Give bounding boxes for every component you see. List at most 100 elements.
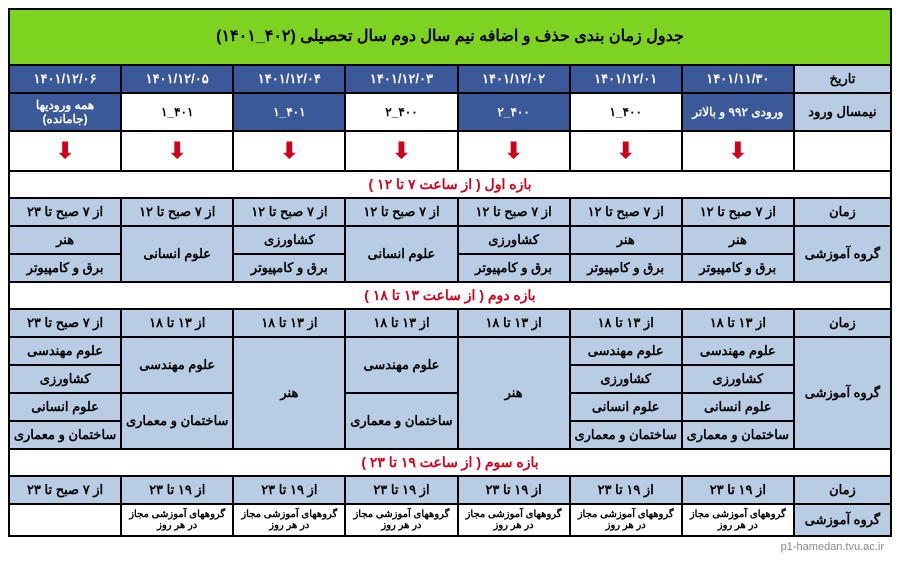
s2g31: ساختمان و معماری [570, 421, 682, 449]
s1-time-3: از ۷ صبح تا ۱۲ [345, 198, 457, 226]
sem-5: ۴۰۱_۱ [121, 93, 233, 131]
s1-time-2: از ۷ صبح تا ۱۲ [458, 198, 570, 226]
sem-3: ۴۰۰_۲ [345, 93, 457, 131]
section-2-group-row-2: علوم انسانی علوم انسانی ساختمان و معماری… [9, 393, 891, 421]
arrow-6: ⬇ [9, 131, 121, 171]
s3g06 [9, 504, 121, 536]
s2g10: کشاورزی [682, 365, 794, 393]
s1g10: برق و کامپیوتر [682, 254, 794, 282]
down-arrow-icon: ⬇ [392, 138, 410, 163]
arrow-1: ⬇ [570, 131, 682, 171]
down-arrow-icon: ⬇ [280, 138, 298, 163]
group-label-2: گروه آموزشی [794, 337, 891, 449]
watermark: p1-hamedan.tvu.ac.ir [773, 537, 892, 557]
section-1-title: بازه اول ( از ساعت ۷ تا ۱۲ ) [9, 171, 891, 198]
section-2-title: بازه دوم ( از ساعت ۱۳ تا ۱۸ ) [9, 282, 891, 309]
s3g05: گروههای آموزشی مجاز در هر روز [121, 504, 233, 536]
section-1-group-row-0: گروه آموزشی هنر هنر کشاورزی علوم انسانی … [9, 226, 891, 254]
down-arrow-icon: ⬇ [168, 138, 186, 163]
schedule-table: جدول زمان بندی حذف و اضافه نیم سال دوم س… [8, 8, 892, 537]
arrow-5: ⬇ [121, 131, 233, 171]
s1g14: برق و کامپیوتر [233, 254, 345, 282]
time-label-2: زمان [794, 309, 891, 337]
s2g00: علوم مهندسی [682, 337, 794, 365]
s3-time-4: از ۱۹ تا ۲۳ [233, 476, 345, 504]
sem-1: ۴۰۰_۱ [570, 93, 682, 131]
down-arrow-icon: ⬇ [56, 138, 74, 163]
s1-time-0: از ۷ صبح تا ۱۲ [682, 198, 794, 226]
s2g21: علوم انسانی [570, 393, 682, 421]
title-row: جدول زمان بندی حذف و اضافه نیم سال دوم س… [9, 9, 891, 65]
title-cell: جدول زمان بندی حذف و اضافه نیم سال دوم س… [9, 9, 891, 65]
s2g25: ساختمان و معماری [121, 393, 233, 449]
s2-time-2: از ۱۳ تا ۱۸ [458, 309, 570, 337]
s2-time-3: از ۱۳ تا ۱۸ [345, 309, 457, 337]
group-label: گروه آموزشی [794, 226, 891, 282]
s2-time-6: از ۷ صبح تا ۲۳ [9, 309, 121, 337]
sem-0: ورودی ۹۹۲ و بالاتر [682, 93, 794, 131]
date-2: ۱۴۰۱/۱۲/۰۲ [458, 65, 570, 93]
s1g06: هنر [9, 226, 121, 254]
arrow-2: ⬇ [458, 131, 570, 171]
group-label-3: گروه آموزشی [794, 504, 891, 536]
arrow-spacer [794, 131, 891, 171]
s1-time-4: از ۷ صبح تا ۱۲ [233, 198, 345, 226]
s3g00: گروههای آموزشی مجاز در هر روز [682, 504, 794, 536]
section-3-title: بازه سوم ( از ساعت ۱۹ تا ۲۳ ) [9, 449, 891, 476]
s1g04: کشاورزی [233, 226, 345, 254]
s2g30: ساختمان و معماری [682, 421, 794, 449]
section-2-title-row: بازه دوم ( از ساعت ۱۳ تا ۱۸ ) [9, 282, 891, 309]
section-2-time-row: زمان از ۱۳ تا ۱۸ از ۱۳ تا ۱۸ از ۱۳ تا ۱۸… [9, 309, 891, 337]
s2g20: علوم انسانی [682, 393, 794, 421]
s2g26: علوم انسانی [9, 393, 121, 421]
s1-time-6: از ۷ صبح تا ۲۳ [9, 198, 121, 226]
s2g11: کشاورزی [570, 365, 682, 393]
time-label: زمان [794, 198, 891, 226]
sem-label: نیمسال ورود [794, 93, 891, 131]
section-1-time-row: زمان از ۷ صبح تا ۱۲ از ۷ صبح تا ۱۲ از ۷ … [9, 198, 891, 226]
down-arrow-icon: ⬇ [616, 138, 634, 163]
date-5: ۱۴۰۱/۱۲/۰۵ [121, 65, 233, 93]
s2-time-4: از ۱۳ تا ۱۸ [233, 309, 345, 337]
s3-time-2: از ۱۹ تا ۲۳ [458, 476, 570, 504]
s3g04: گروههای آموزشی مجاز در هر روز [233, 504, 345, 536]
s1g05: علوم انسانی [121, 226, 233, 282]
s2g05: علوم مهندسی [121, 337, 233, 393]
arrow-3: ⬇ [345, 131, 457, 171]
s2-time-5: از ۱۳ تا ۱۸ [121, 309, 233, 337]
s2-time-1: از ۱۳ تا ۱۸ [570, 309, 682, 337]
s1g02: کشاورزی [458, 226, 570, 254]
date-3: ۱۴۰۱/۱۲/۰۳ [345, 65, 457, 93]
s2g04: هنر [233, 337, 345, 449]
s2-time-0: از ۱۳ تا ۱۸ [682, 309, 794, 337]
s2g06: علوم مهندسی [9, 337, 121, 365]
arrow-0: ⬇ [682, 131, 794, 171]
s2g03: علوم مهندسی [345, 337, 457, 393]
s2g16: کشاورزی [9, 365, 121, 393]
s3g02: گروههای آموزشی مجاز در هر روز [458, 504, 570, 536]
s1g03: علوم انسانی [345, 226, 457, 282]
section-3-group-row-0: گروه آموزشی گروههای آموزشی مجاز در هر رو… [9, 504, 891, 536]
section-3-title-row: بازه سوم ( از ساعت ۱۹ تا ۲۳ ) [9, 449, 891, 476]
semester-row: نیمسال ورود ورودی ۹۹۲ و بالاتر ۴۰۰_۱ ۴۰۰… [9, 93, 891, 131]
sem-2: ۴۰۰_۲ [458, 93, 570, 131]
s3-time-6: از ۷ صبح تا ۲۳ [9, 476, 121, 504]
s1g16: برق و کامپیوتر [9, 254, 121, 282]
down-arrow-icon: ⬇ [504, 138, 522, 163]
s3-time-0: از ۱۹ تا ۲۳ [682, 476, 794, 504]
section-1-title-row: بازه اول ( از ساعت ۷ تا ۱۲ ) [9, 171, 891, 198]
date-1: ۱۴۰۱/۱۲/۰۱ [570, 65, 682, 93]
sem-4: ۴۰۱_۱ [233, 93, 345, 131]
s3-time-5: از ۱۹ تا ۲۳ [121, 476, 233, 504]
s2g02: هنر [458, 337, 570, 449]
date-label: تاریخ [794, 65, 891, 93]
arrow-4: ⬇ [233, 131, 345, 171]
s1g01: هنر [570, 226, 682, 254]
section-3-time-row: زمان از ۱۹ تا ۲۳ از ۱۹ تا ۲۳ از ۱۹ تا ۲۳… [9, 476, 891, 504]
date-row: تاریخ ۱۴۰۱/۱۱/۳۰ ۱۴۰۱/۱۲/۰۱ ۱۴۰۱/۱۲/۰۲ ۱… [9, 65, 891, 93]
time-label-3: زمان [794, 476, 891, 504]
sem-6: همه ورودیها (جامانده) [9, 93, 121, 131]
s1g11: برق و کامپیوتر [570, 254, 682, 282]
s2g36: ساختمان و معماری [9, 421, 121, 449]
date-0: ۱۴۰۱/۱۱/۳۰ [682, 65, 794, 93]
